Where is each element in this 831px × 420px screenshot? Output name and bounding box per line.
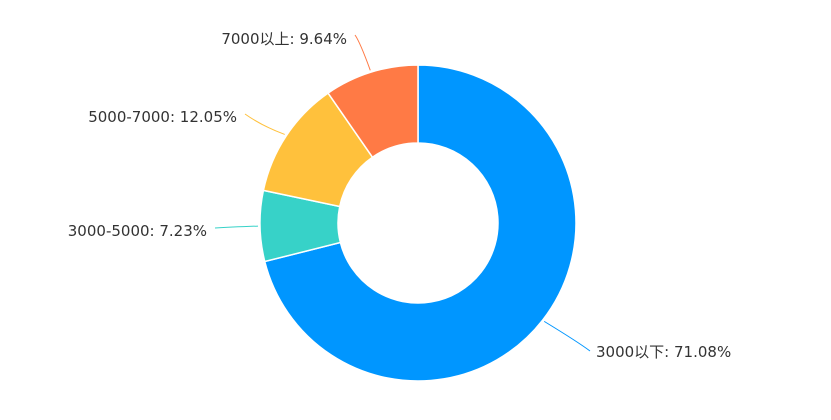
leader-line-5000-7000 (244, 113, 285, 135)
slices-layer (259, 64, 577, 382)
labels-layer: 3000以下: 71.08% 3000-5000: 7.23% 5000-7000:… (68, 30, 731, 361)
leader-line-3000-5000 (214, 225, 259, 229)
slice-label-3000-5000: 3000-5000: 7.23% (68, 222, 207, 240)
leader-line-7000 (354, 34, 371, 71)
slice-label-5000-7000: 5000-7000: 12.05% (88, 108, 237, 126)
leader-line-3000 (543, 320, 591, 352)
slice-label-3000: 3000以下: 71.08% (596, 343, 731, 361)
slice-label-7000: 7000以上: 9.64% (221, 30, 347, 48)
slice-7000[interactable] (327, 64, 419, 159)
slice-3000[interactable] (263, 64, 577, 382)
leader-lines-layer (214, 34, 591, 352)
